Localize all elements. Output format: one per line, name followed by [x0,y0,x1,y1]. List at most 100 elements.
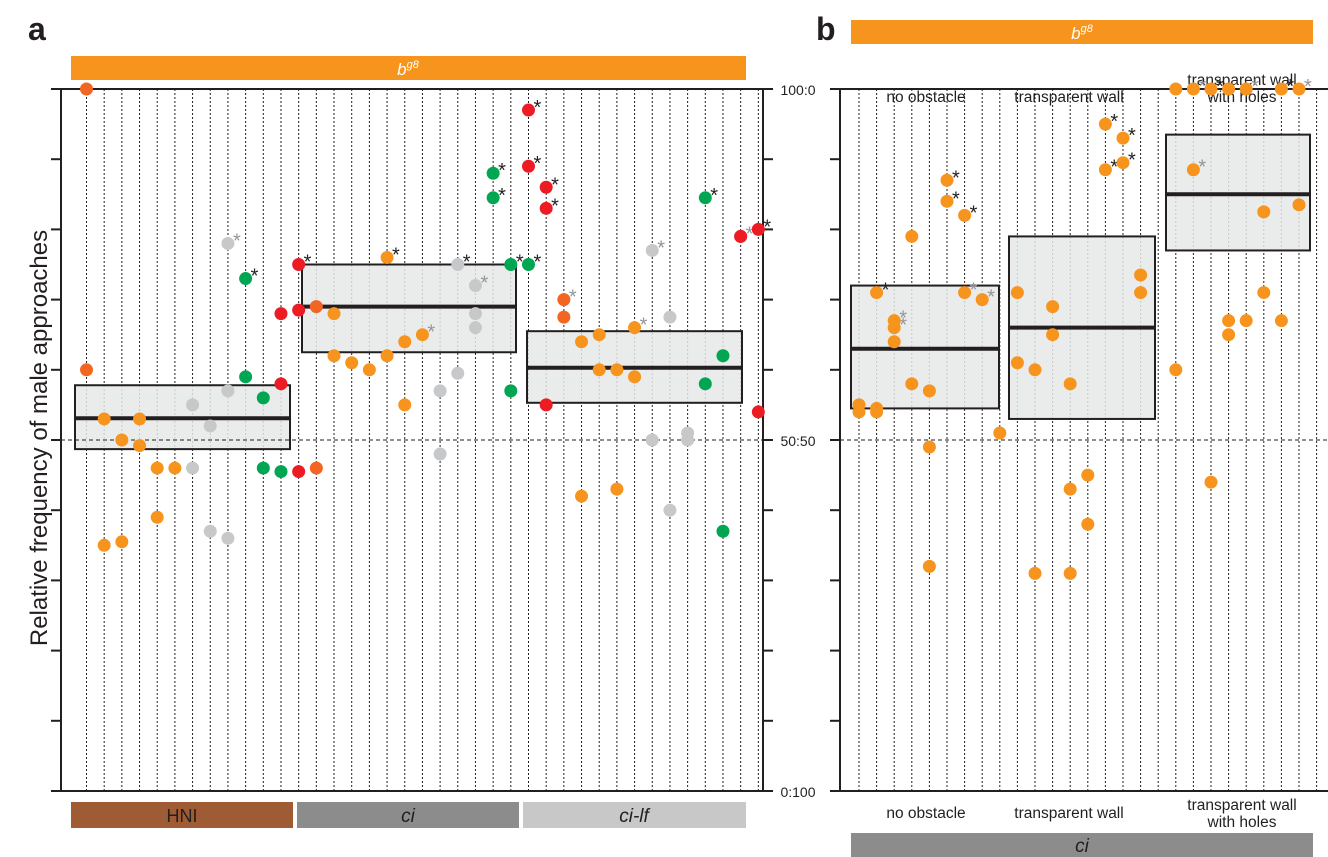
data-point [309,461,323,475]
data-point [1063,482,1077,496]
panel-b-plot: ******* ******** * * * [830,76,1328,792]
panel-a-genotype-sup: g8 [407,59,420,71]
data-point [716,524,730,538]
data-point [522,103,535,117]
data-point [698,377,712,391]
data-point [922,384,936,398]
data-point [1116,156,1130,170]
data-point [221,531,235,545]
data-point [239,370,253,384]
data-point [1274,314,1288,328]
data-point [522,258,535,271]
data-point [1222,328,1236,342]
group-label-ci-lf: ci-lf [619,806,650,827]
data-point [186,461,200,475]
data-point [1028,566,1042,580]
data-point [80,82,93,96]
data-point [256,391,270,405]
data-point [1028,363,1042,377]
significance-star: * [1128,125,1136,147]
significance-star: * [304,252,312,274]
data-point [292,303,306,317]
panel-a-genotype-label: bg8 [397,59,420,79]
data-point [852,405,866,419]
data-point [1063,377,1077,391]
significance-star: * [569,287,577,309]
data-point [1186,163,1200,177]
data-point [1222,82,1236,96]
group-label-ci: ci [401,806,416,827]
data-point [751,222,765,236]
data-point [239,272,253,286]
panel-b-top-label-no-obstacle: no obstacle [886,89,965,106]
significance-star: * [427,322,435,344]
data-point [133,412,147,426]
data-point [1134,286,1148,300]
data-point [922,559,936,573]
significance-star: * [534,153,542,175]
data-point [645,243,659,257]
significance-star: * [1304,76,1312,98]
data-point [380,250,394,264]
data-point [610,363,624,377]
panel-b-background-label: ci [1075,836,1090,857]
data-point [870,401,884,415]
y-axis-label: Relative frequency of male approaches [26,230,53,646]
data-point [203,419,217,433]
data-point [115,535,129,549]
panel-a-plot: *** ******* ********** * [51,82,773,792]
group-bar-ci-lf [523,802,746,828]
significance-star: * [1198,76,1206,98]
y-tick-label-50: 50:50 [780,433,815,449]
group-bar-hni [71,802,293,828]
significance-star: * [657,237,665,259]
significance-star: * [970,202,978,224]
significance-star: * [1110,111,1118,133]
data-point [486,166,500,180]
data-point [1116,131,1130,145]
significance-star: * [970,280,978,302]
data-point [309,300,323,314]
data-point [1081,468,1095,482]
data-point [628,370,642,384]
data-point [940,173,954,187]
data-point [751,405,765,419]
data-point [1186,82,1200,96]
significance-star: * [251,266,259,288]
data-point [362,363,376,377]
significance-star: * [882,280,890,302]
data-point [327,307,341,321]
data-point [993,426,1007,440]
group-label-hni: HNI [167,806,198,826]
y-tick-label-0: 0:100 [780,784,815,800]
data-point [1098,117,1112,131]
data-point [905,229,919,243]
significance-star: * [763,216,771,238]
significance-star: * [1251,76,1259,98]
data-point [645,433,659,447]
significance-star: * [952,167,960,189]
data-point [610,482,624,496]
data-point [1274,82,1288,96]
data-point [150,461,164,475]
data-point [292,465,306,479]
data-point [539,201,553,215]
significance-star: * [463,252,471,274]
data-point [468,307,482,321]
significance-star: * [480,273,488,295]
significance-star: * [233,230,241,252]
data-point [115,433,129,447]
data-point [1257,286,1271,300]
data-point [1046,300,1060,314]
data-point [1169,82,1183,96]
data-point [168,461,182,475]
panel-b-letter: b [816,11,836,47]
panel-b-bottom-label-transparent-wall-holes-1: transparent wall [1187,797,1296,814]
significance-star: * [899,315,907,337]
data-point [415,328,429,342]
data-point [345,356,359,370]
data-point [1292,82,1306,96]
data-point [575,489,589,503]
significance-star: * [551,174,559,196]
significance-star: * [498,160,506,182]
